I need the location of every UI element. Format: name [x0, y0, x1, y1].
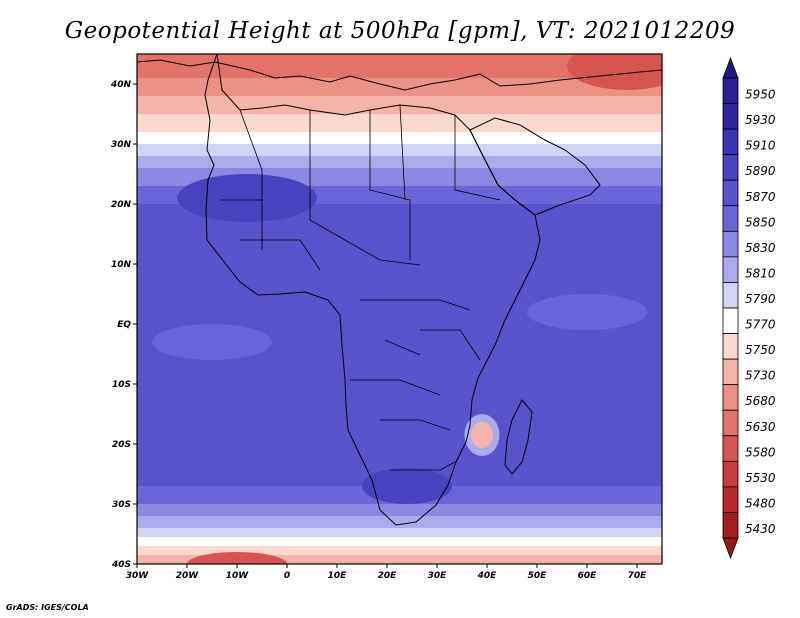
height-band [137, 132, 662, 145]
colorbar-swatch [722, 512, 739, 539]
height-band [137, 228, 662, 253]
lat-tick-label: 40N [110, 80, 132, 90]
country-borders [220, 104, 501, 471]
height-feature [471, 421, 493, 449]
height-band [137, 546, 662, 556]
height-feature [527, 294, 647, 330]
colorbar-swatch [722, 205, 739, 232]
lat-tick-label: EQ [117, 320, 131, 330]
lat-tick-label: 30N [111, 140, 132, 150]
colorbar-label: 5850 [745, 215, 776, 229]
colorbar-top-arrow [722, 56, 739, 79]
lon-tick-label: 30E [428, 571, 448, 581]
colorbar-label: 5950 [745, 88, 776, 102]
lat-tick-label: 40S [111, 560, 131, 570]
lat-tick-label: 30S [112, 500, 131, 510]
axes: 30W 20W 10W 0 10E 20E 30E 40E 50E 60E 70E 40N 30N 20N… [110, 80, 647, 581]
coastlines [137, 54, 662, 526]
colorbar-label: 5910 [745, 139, 776, 153]
lon-tick-label: 70E [628, 571, 648, 581]
height-band [137, 504, 662, 517]
lon-tick-label: 20E [378, 571, 398, 581]
colorbar-swatch [722, 230, 739, 258]
colorbar-label: 5730 [745, 369, 776, 383]
height-band [137, 537, 662, 547]
colorbar-swatch [722, 282, 739, 309]
colorbar-swatch [722, 384, 739, 411]
lon-tick-label: 20W [176, 571, 200, 581]
height-feature [567, 54, 662, 90]
colorbar-label: 5630 [745, 420, 776, 434]
height-band [137, 420, 662, 457]
height-feature [362, 468, 452, 504]
colorbar-bottom-arrow [722, 537, 739, 560]
lon-tick-label: 10W [226, 571, 250, 581]
arabia-coastline [469, 117, 601, 216]
colorbar-label: 5830 [745, 241, 776, 255]
lat-tick-label: 20S [112, 440, 131, 450]
height-band [137, 555, 662, 564]
lat-tick-label: 20N [111, 200, 132, 210]
colorbar-swatch [722, 128, 739, 156]
height-band [137, 114, 662, 133]
height-feature [152, 324, 272, 360]
lat-tick-label: 10S [112, 380, 131, 390]
colorbar-swatch [722, 460, 739, 488]
colorbar-label: 5680 [745, 394, 776, 408]
plot-frame [136, 53, 663, 565]
lon-tick-label: 50E [528, 571, 548, 581]
colorbar-label: 5750 [745, 343, 776, 357]
height-band [137, 528, 662, 538]
colorbar-label: 5790 [745, 292, 776, 306]
colorbar-swatch [722, 486, 739, 513]
colorbar-swatch [722, 256, 739, 283]
colorbar-label: 5480 [745, 496, 776, 510]
colorbar-swatch [722, 179, 739, 207]
height-feature [187, 552, 287, 564]
colorbar-swatch [722, 77, 739, 104]
europe-coastline [137, 59, 662, 91]
madagascar-coastline [504, 399, 533, 475]
colorbar-swatch [722, 307, 739, 334]
colorbar-label: 5870 [745, 190, 776, 204]
height-field [137, 54, 662, 564]
colorbar-label: 5580 [745, 445, 776, 459]
colorbar-label: 5770 [745, 318, 776, 332]
lat-tick-label: 10N [111, 260, 132, 270]
colorbar: 5950 5930 5910 5890 5870 5850 5830 5810 5790 5770… [722, 56, 776, 560]
lon-tick-label: 30W [126, 571, 150, 581]
colorbar-label: 5930 [745, 113, 776, 127]
colorbar-label: 5430 [745, 522, 776, 536]
colorbar-swatch [722, 154, 739, 181]
colorbar-label: 5890 [745, 164, 776, 178]
map-title: Geopotential Height at 500hPa [gpm], VT:… [64, 18, 736, 44]
grads-credit: GrADS: IGES/COLA [6, 603, 89, 612]
colorbar-swatch [722, 358, 739, 386]
height-band [137, 144, 662, 157]
colorbar-swatch [722, 103, 739, 130]
height-band [137, 78, 662, 97]
height-band [137, 516, 662, 529]
lon-tick-label: 0 [284, 571, 290, 581]
colorbar-swatch [722, 409, 739, 437]
colorbar-label: 5810 [745, 266, 776, 280]
height-band [137, 372, 662, 421]
colorbar-swatch [722, 435, 739, 462]
colorbar-swatch [722, 333, 739, 360]
africa-coastline [204, 54, 541, 526]
lon-tick-label: 60E [578, 571, 598, 581]
height-band [137, 252, 662, 289]
lon-tick-label: 10E [328, 571, 348, 581]
height-band [137, 156, 662, 169]
colorbar-label: 5530 [745, 471, 776, 485]
height-feature [177, 174, 317, 222]
lon-tick-label: 40E [477, 571, 498, 581]
